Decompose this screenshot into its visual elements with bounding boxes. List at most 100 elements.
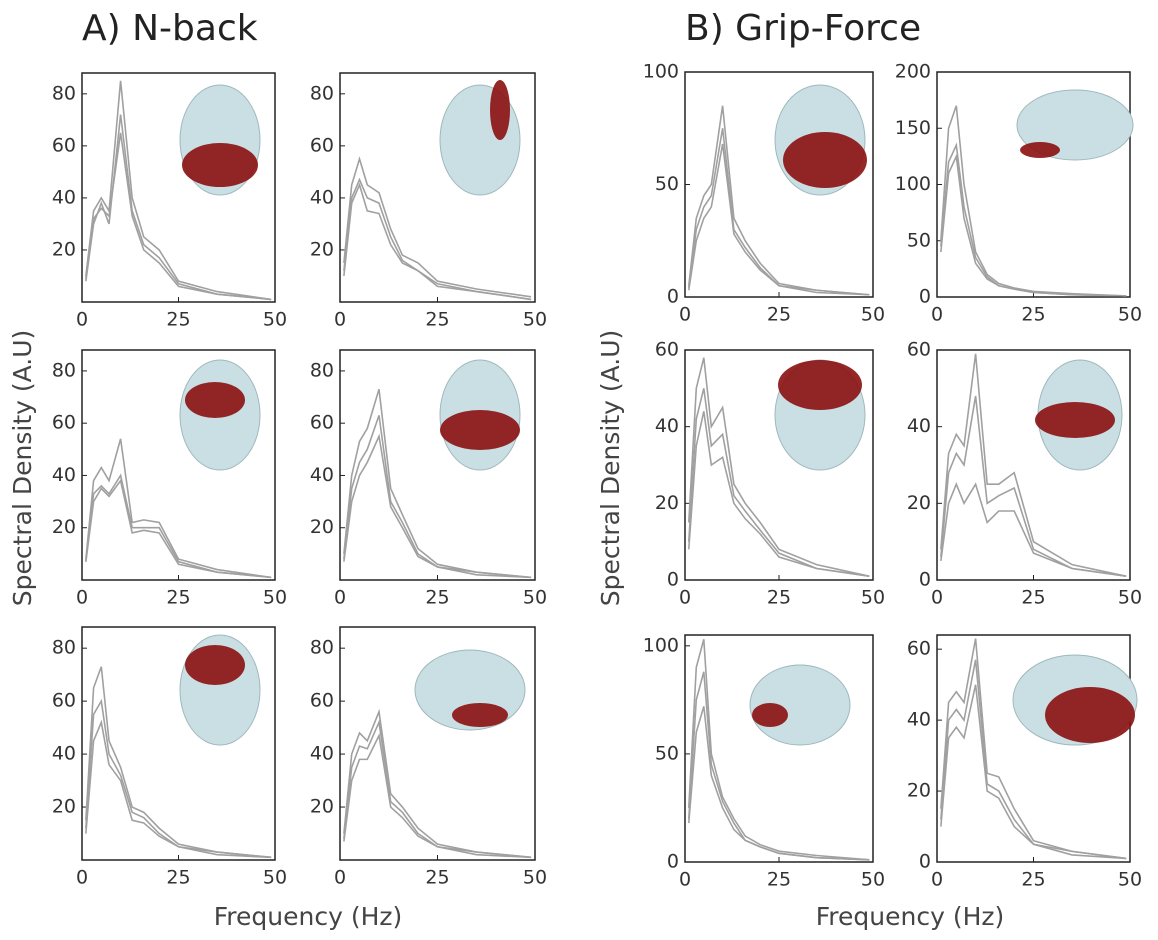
y-tick-label: 0 (919, 569, 931, 591)
spectrum-line (940, 482, 1127, 577)
x-tick-label: 0 (931, 587, 943, 609)
y-tick-label: 20 (907, 492, 931, 514)
x-tick-label: 50 (1118, 869, 1142, 891)
y-tick-label: 60 (52, 412, 76, 434)
spectrum-line (940, 105, 1127, 297)
panel-title: A) N-back (82, 8, 258, 49)
y-tick-label: 40 (310, 186, 334, 208)
y-tick-label: 60 (310, 412, 334, 434)
y-tick-label: 80 (52, 82, 76, 104)
brain-activation (185, 645, 245, 685)
x-tick-label: 25 (767, 304, 791, 326)
x-tick-label: 0 (334, 867, 346, 889)
y-tick-label: 20 (655, 492, 679, 514)
y-tick-label: 60 (655, 339, 679, 361)
y-tick-label: 50 (655, 173, 679, 195)
spectrum-line (687, 105, 870, 296)
x-tick-label: 0 (931, 304, 943, 326)
y-tick-label: 40 (907, 709, 931, 731)
spectrum-line (343, 415, 532, 579)
panel-title: B) Grip-Force (685, 8, 921, 49)
y-tick-label: 40 (655, 415, 679, 437)
x-tick-label: 25 (425, 867, 449, 889)
y-tick-label: 80 (310, 637, 334, 659)
x-axis-label: Frequency (Hz) (816, 902, 1005, 931)
y-tick-label: 80 (52, 359, 76, 381)
spectrum-line (85, 478, 272, 579)
brain-activation (452, 703, 508, 727)
x-tick-label: 0 (679, 587, 691, 609)
y-tick-label: 100 (895, 173, 931, 195)
x-tick-label: 0 (76, 867, 88, 889)
y-tick-label: 80 (310, 82, 334, 104)
spectrum-line (85, 698, 272, 859)
x-tick-label: 25 (166, 309, 190, 331)
y-axis-label: Spectral Density (A.U) (8, 330, 37, 607)
y-tick-label: 100 (643, 61, 679, 83)
y-tick-label: 80 (310, 359, 334, 381)
y-tick-label: 200 (895, 61, 931, 83)
brain-activation (185, 382, 245, 418)
y-tick-label: 60 (310, 690, 334, 712)
x-tick-label: 50 (861, 304, 885, 326)
y-tick-label: 0 (919, 851, 931, 873)
y-tick-label: 20 (310, 796, 334, 818)
spectrum-line (343, 177, 532, 301)
x-tick-label: 0 (679, 869, 691, 891)
spectrum-line (343, 732, 532, 859)
y-tick-label: 20 (52, 796, 76, 818)
y-tick-label: 50 (655, 742, 679, 764)
brain-activation (752, 703, 788, 727)
y-tick-label: 40 (52, 186, 76, 208)
brain-activation (783, 132, 867, 188)
x-tick-label: 50 (861, 869, 885, 891)
x-tick-label: 0 (679, 304, 691, 326)
x-tick-label: 50 (861, 587, 885, 609)
spectrum-line (687, 639, 870, 861)
spectrum-line (687, 706, 870, 861)
spectrum-line (343, 156, 532, 298)
x-axis-label: Frequency (Hz) (214, 902, 403, 931)
spectrum-line (85, 132, 272, 301)
x-tick-label: 25 (1021, 869, 1045, 891)
y-tick-label: 40 (310, 464, 334, 486)
y-tick-label: 40 (907, 415, 931, 437)
spectrum-line (343, 182, 532, 301)
x-tick-label: 25 (425, 587, 449, 609)
y-tick-label: 20 (52, 516, 76, 538)
spectrum-line (343, 388, 532, 579)
x-tick-label: 50 (523, 587, 547, 609)
x-tick-label: 0 (334, 587, 346, 609)
x-tick-label: 50 (263, 587, 287, 609)
x-tick-label: 50 (263, 867, 287, 889)
spectrum-line (940, 638, 1127, 860)
brain-activation (490, 80, 510, 140)
x-tick-label: 0 (931, 869, 943, 891)
spectrum-line (343, 433, 532, 579)
spectrum-line (687, 388, 870, 577)
x-tick-label: 50 (523, 309, 547, 331)
spectrum-line (343, 719, 532, 859)
x-tick-label: 0 (76, 587, 88, 609)
spectrum-line (940, 153, 1127, 297)
spectrum-line (940, 395, 1127, 577)
x-tick-label: 50 (1118, 587, 1142, 609)
spectrum-line (85, 473, 272, 579)
y-tick-label: 60 (907, 638, 931, 660)
y-tick-label: 0 (667, 851, 679, 873)
spectrum-line (940, 142, 1127, 297)
brain-activation (1020, 142, 1060, 158)
spectrum-line (940, 353, 1127, 577)
y-tick-label: 100 (643, 634, 679, 656)
y-tick-label: 60 (907, 339, 931, 361)
y-tick-label: 0 (667, 286, 679, 308)
spectrum-line (85, 719, 272, 859)
y-tick-label: 40 (310, 743, 334, 765)
spectrum-line (940, 684, 1127, 860)
y-tick-label: 20 (310, 238, 334, 260)
y-tick-label: 60 (310, 134, 334, 156)
y-tick-label: 60 (52, 690, 76, 712)
x-tick-label: 50 (523, 867, 547, 889)
spectrum-line (85, 666, 272, 859)
y-tick-label: 40 (52, 464, 76, 486)
